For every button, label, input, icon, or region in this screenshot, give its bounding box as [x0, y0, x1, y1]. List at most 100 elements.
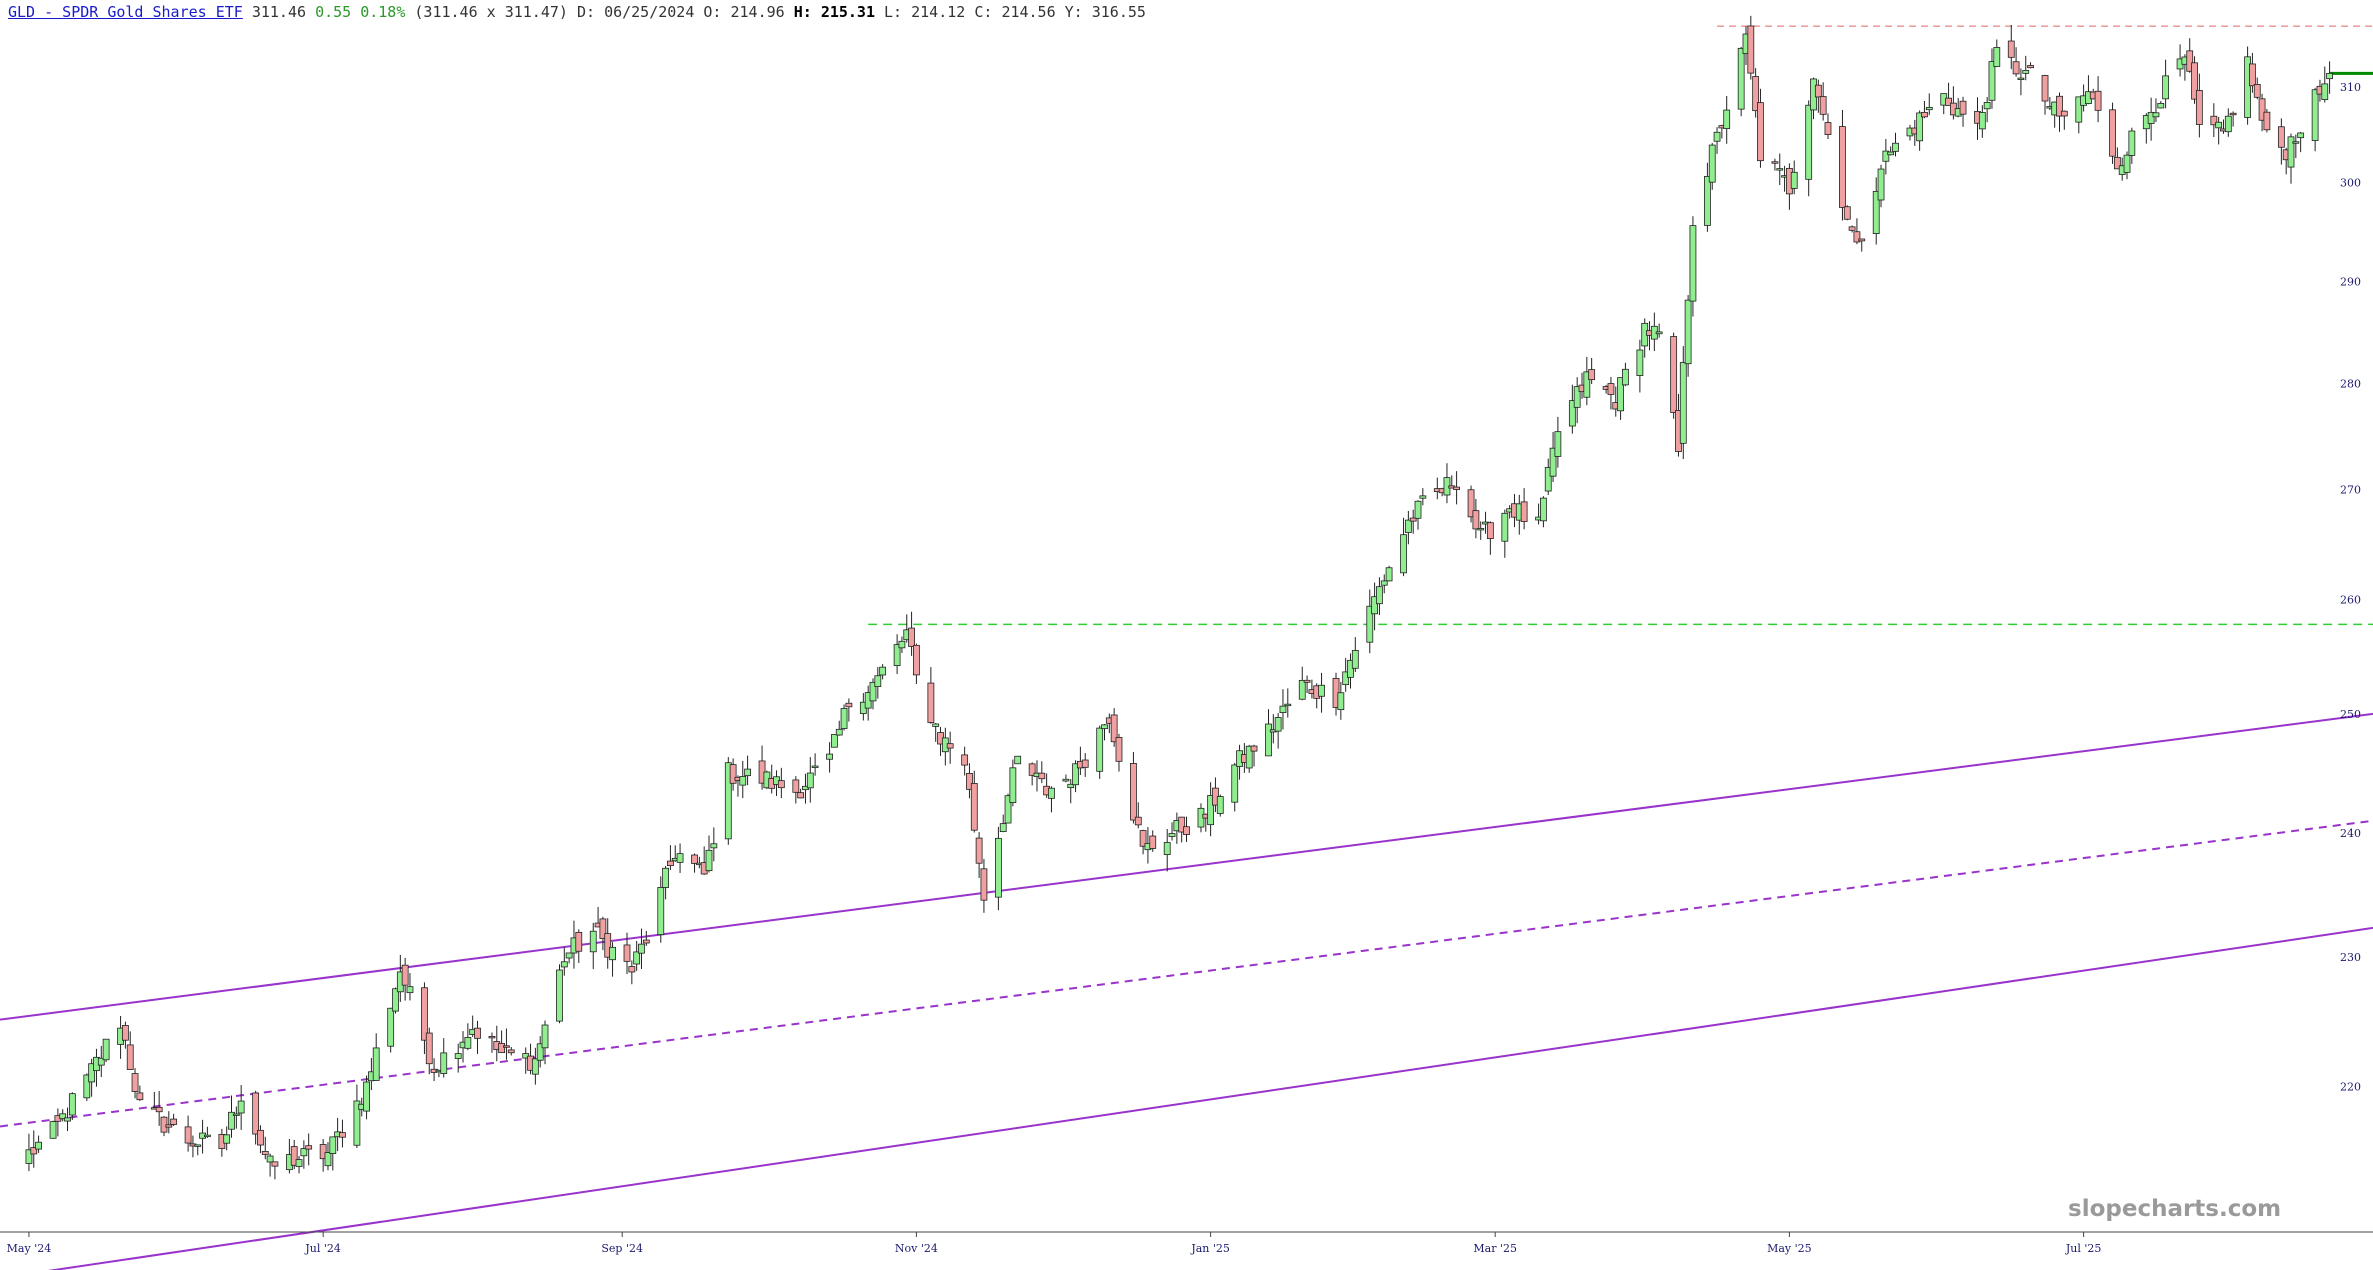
candle — [657, 876, 665, 943]
candle-body — [223, 1134, 231, 1144]
x-tick-label: Jan '25 — [1190, 1242, 1230, 1255]
candle — [1284, 688, 1292, 718]
candle — [372, 1033, 380, 1081]
candle-body — [2224, 115, 2232, 133]
candle — [792, 776, 800, 804]
candle — [879, 664, 887, 680]
candle-body — [2113, 156, 2121, 170]
candle — [1149, 830, 1157, 852]
candle-body — [994, 837, 1002, 898]
candle — [2210, 103, 2218, 138]
candle-body — [1689, 225, 1697, 302]
candle — [257, 1125, 264, 1154]
candle-body — [2157, 103, 2165, 109]
candle-body — [1207, 795, 1215, 826]
y-value: 316.55 — [1091, 3, 1146, 21]
candle-body — [1318, 684, 1325, 697]
candle — [155, 1091, 163, 1126]
candle — [961, 746, 969, 776]
candle-body — [261, 1151, 269, 1155]
candle-body — [507, 1049, 515, 1054]
low-label: L: — [884, 3, 903, 21]
candle-body — [1790, 171, 1798, 189]
price-change: 0.55 — [315, 3, 352, 21]
candle — [329, 1136, 337, 1171]
candle-body — [1670, 336, 1678, 413]
candle — [1655, 323, 1663, 338]
candle — [1110, 708, 1118, 747]
candle-body — [1274, 717, 1282, 732]
symbol-link[interactable]: GLD - SPDR Gold Shares ETF — [8, 3, 243, 21]
candle-body — [266, 1155, 274, 1163]
x-tick-label: Jul '24 — [304, 1242, 341, 1255]
candle — [599, 916, 607, 951]
candle-body — [2244, 56, 2251, 118]
candle-body — [898, 640, 906, 649]
candle-body — [319, 1144, 327, 1160]
candle — [560, 947, 568, 976]
candle — [980, 858, 988, 913]
candle-body — [1843, 206, 1851, 220]
candle-body — [2326, 72, 2333, 80]
candle — [826, 742, 833, 773]
candle — [2195, 73, 2203, 138]
candle-body — [2123, 154, 2131, 173]
candle — [667, 845, 674, 871]
candle — [363, 1075, 370, 1120]
candle-body — [1139, 830, 1147, 847]
candle-body — [1839, 126, 1846, 208]
candle — [30, 1130, 38, 1168]
candle — [777, 767, 785, 799]
candle — [1419, 488, 1427, 506]
candle-body — [1723, 109, 1731, 129]
candle-body — [64, 1117, 71, 1122]
candle-body — [1544, 467, 1552, 492]
candle-body — [1337, 692, 1345, 710]
candle — [2191, 56, 2198, 104]
candle — [1337, 681, 1345, 720]
candle-body — [1679, 362, 1687, 444]
candle-body — [83, 1074, 91, 1099]
candle — [1163, 828, 1171, 872]
candle — [1723, 95, 1731, 144]
candle-body — [980, 868, 988, 901]
candle — [1568, 384, 1576, 434]
candle — [1752, 68, 1760, 118]
candle — [488, 1032, 496, 1053]
candle-body — [1279, 705, 1287, 714]
candle-body — [966, 773, 973, 790]
candle — [295, 1155, 303, 1174]
candle-body — [797, 792, 805, 799]
candle — [575, 929, 583, 963]
candle — [2012, 47, 2020, 77]
candle — [440, 1038, 448, 1078]
candle-body — [170, 1118, 178, 1125]
candle — [1540, 496, 1547, 528]
candle — [589, 922, 597, 970]
candle — [946, 731, 954, 764]
candle — [1130, 752, 1137, 824]
candle — [1366, 589, 1374, 654]
candle — [1839, 110, 1846, 221]
candle — [261, 1136, 269, 1160]
candle-body — [1149, 835, 1157, 849]
candle-body — [835, 728, 843, 736]
candle-body — [1583, 371, 1591, 398]
candle — [1231, 762, 1239, 812]
candle — [1351, 637, 1359, 672]
candle-body — [999, 823, 1007, 833]
candle — [1892, 132, 1899, 157]
candle — [1038, 761, 1046, 784]
candle — [2263, 108, 2271, 133]
candle — [874, 667, 882, 699]
candle-body — [638, 943, 645, 954]
candle — [2060, 110, 2068, 130]
channel-upper-line — [0, 712, 2373, 1021]
candle-body — [2287, 136, 2295, 168]
candle-body — [1771, 161, 1779, 164]
candle — [1689, 216, 1697, 317]
candle-body — [1062, 778, 1070, 782]
candle-body — [1400, 534, 1407, 574]
candle-body — [1183, 826, 1190, 835]
